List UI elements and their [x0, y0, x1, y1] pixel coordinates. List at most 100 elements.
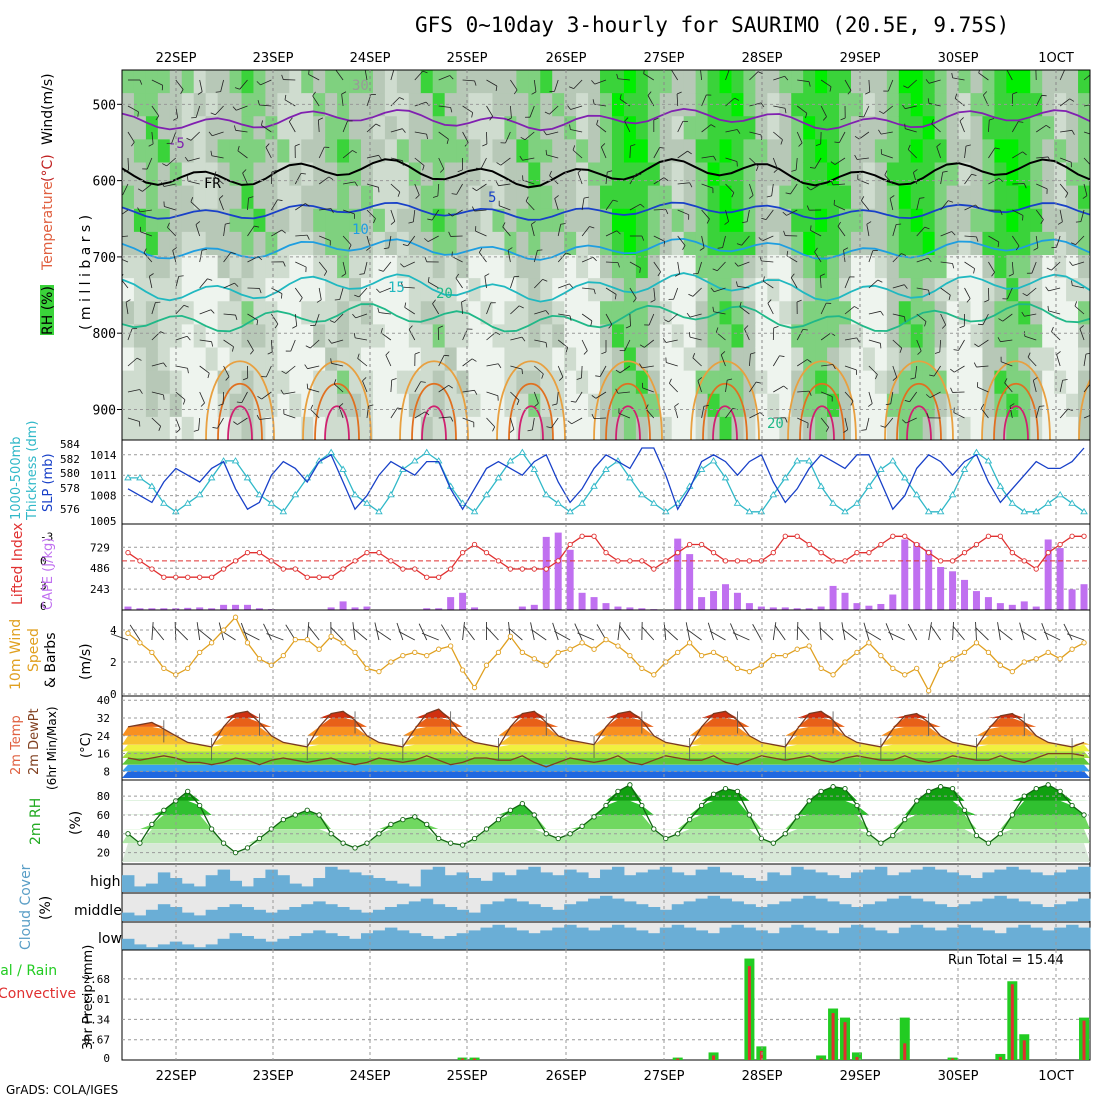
wind-barb [374, 622, 380, 641]
rh-cell [492, 116, 506, 140]
upper-wind-barb [270, 339, 273, 352]
rh2m-line-point [268, 826, 275, 832]
wind-barb [285, 624, 296, 641]
rh-cell [743, 185, 756, 210]
rh-cell [217, 370, 231, 395]
rh2m-line-point [973, 832, 980, 839]
rh-cell [253, 255, 267, 279]
upper-wind-barb-flag [699, 247, 705, 251]
thickness-line-point [697, 465, 706, 472]
upper-wind-barb-flag [186, 137, 192, 141]
upper-wind-barb-flag [601, 351, 607, 355]
rh2m-line-point [926, 788, 932, 795]
upper-wind-barb [127, 131, 135, 143]
rh-cell [205, 70, 219, 94]
rh-cell [922, 255, 936, 279]
wind-speed-line-point [340, 640, 346, 646]
lifted-index-line-point [412, 566, 418, 572]
thickness-line-point [1008, 499, 1017, 506]
upper-wind-barb [318, 287, 322, 300]
cape-bar [208, 608, 216, 610]
wind-speed-line-point [770, 652, 776, 659]
cloud-bar [588, 930, 601, 950]
rh-cell [552, 116, 565, 140]
upper-wind-barb [786, 209, 798, 216]
cloud-bar [600, 927, 613, 950]
rh-cell [122, 116, 135, 140]
rh-cell [815, 185, 828, 210]
cape-bar [829, 585, 837, 610]
cloud-bar [946, 872, 960, 892]
upper-wind-barb-flag [283, 261, 286, 267]
rh2m-line-point [1045, 782, 1051, 788]
rh-cell [576, 93, 589, 117]
upper-wind-barb-flag [1033, 247, 1039, 251]
cloud-bar [1066, 869, 1079, 892]
cloud-bar [408, 886, 422, 892]
upper-wind-barb-flag [807, 359, 812, 363]
cloud-bar [898, 895, 912, 921]
rh-cell [528, 208, 541, 233]
cloud-bar [229, 933, 243, 950]
upper-wind-barb-flag [1018, 121, 1024, 123]
cloud-bar [564, 924, 577, 950]
upper-wind-barb-flag [391, 378, 397, 381]
rh-cell [707, 93, 721, 117]
rh2m-line-point [949, 785, 956, 792]
upper-wind-barb-flag [281, 74, 284, 80]
upper-wind-barb [929, 391, 941, 398]
upper-wind-barb-flag [664, 319, 669, 323]
upper-wind-barb [510, 276, 515, 289]
upper-wind-barb [127, 105, 139, 113]
upper-wind-barb-flag [984, 299, 989, 303]
rh-cell [659, 116, 673, 140]
upper-wind-barb [701, 124, 712, 133]
rh-cell [635, 70, 649, 94]
upper-wind-barb [940, 231, 952, 237]
rh2m-line-point [447, 840, 454, 846]
rh-cell [659, 208, 673, 233]
rh-cell [456, 93, 470, 117]
upper-wind-barb-flag [734, 262, 739, 267]
upper-wind-barb [187, 180, 200, 185]
cloud-bar [695, 898, 709, 921]
rh-cell [970, 347, 984, 372]
cloud-bar [301, 933, 314, 950]
wind-speed-line-point [687, 640, 693, 646]
upper-wind-barb [1080, 209, 1085, 222]
upper-wind-barb [833, 204, 846, 211]
upper-wind-barb [339, 287, 344, 300]
upper-wind-barb [195, 224, 201, 237]
rh-cell [970, 185, 984, 210]
cloud-bar [325, 904, 338, 921]
upper-wind-barb [148, 276, 153, 289]
rh-cell [361, 301, 374, 325]
upper-wind-barb [462, 389, 475, 393]
precip-conv-bar [951, 1058, 955, 1060]
upper-wind-barb-flag [815, 143, 821, 147]
tick-label: 2.68 [84, 973, 111, 986]
rh-cell [994, 208, 1007, 233]
rh-cell [695, 301, 709, 325]
upper-wind-barb [701, 209, 710, 220]
rh-cell [779, 255, 792, 279]
thickness-line-point [363, 499, 371, 506]
upper-wind-barb-flag [595, 375, 601, 377]
upper-wind-barb-flag [806, 186, 811, 191]
cloud-bar [815, 898, 828, 921]
upper-wind-barb-flag [592, 99, 595, 105]
rh-cell [839, 231, 852, 256]
lifted-index-line-point [675, 550, 681, 556]
cloud-bar [779, 901, 792, 921]
rh-cell [456, 70, 470, 94]
upper-wind-barb [749, 381, 757, 393]
upper-wind-barb [462, 105, 473, 113]
upper-wind-barb-flag [267, 351, 273, 355]
cloud-bar [480, 904, 493, 921]
upper-wind-barb-flag [541, 373, 544, 379]
upper-wind-barb [796, 131, 803, 144]
rh-cell [241, 393, 255, 418]
rh-cell [396, 139, 410, 164]
rh-cell [408, 301, 422, 325]
